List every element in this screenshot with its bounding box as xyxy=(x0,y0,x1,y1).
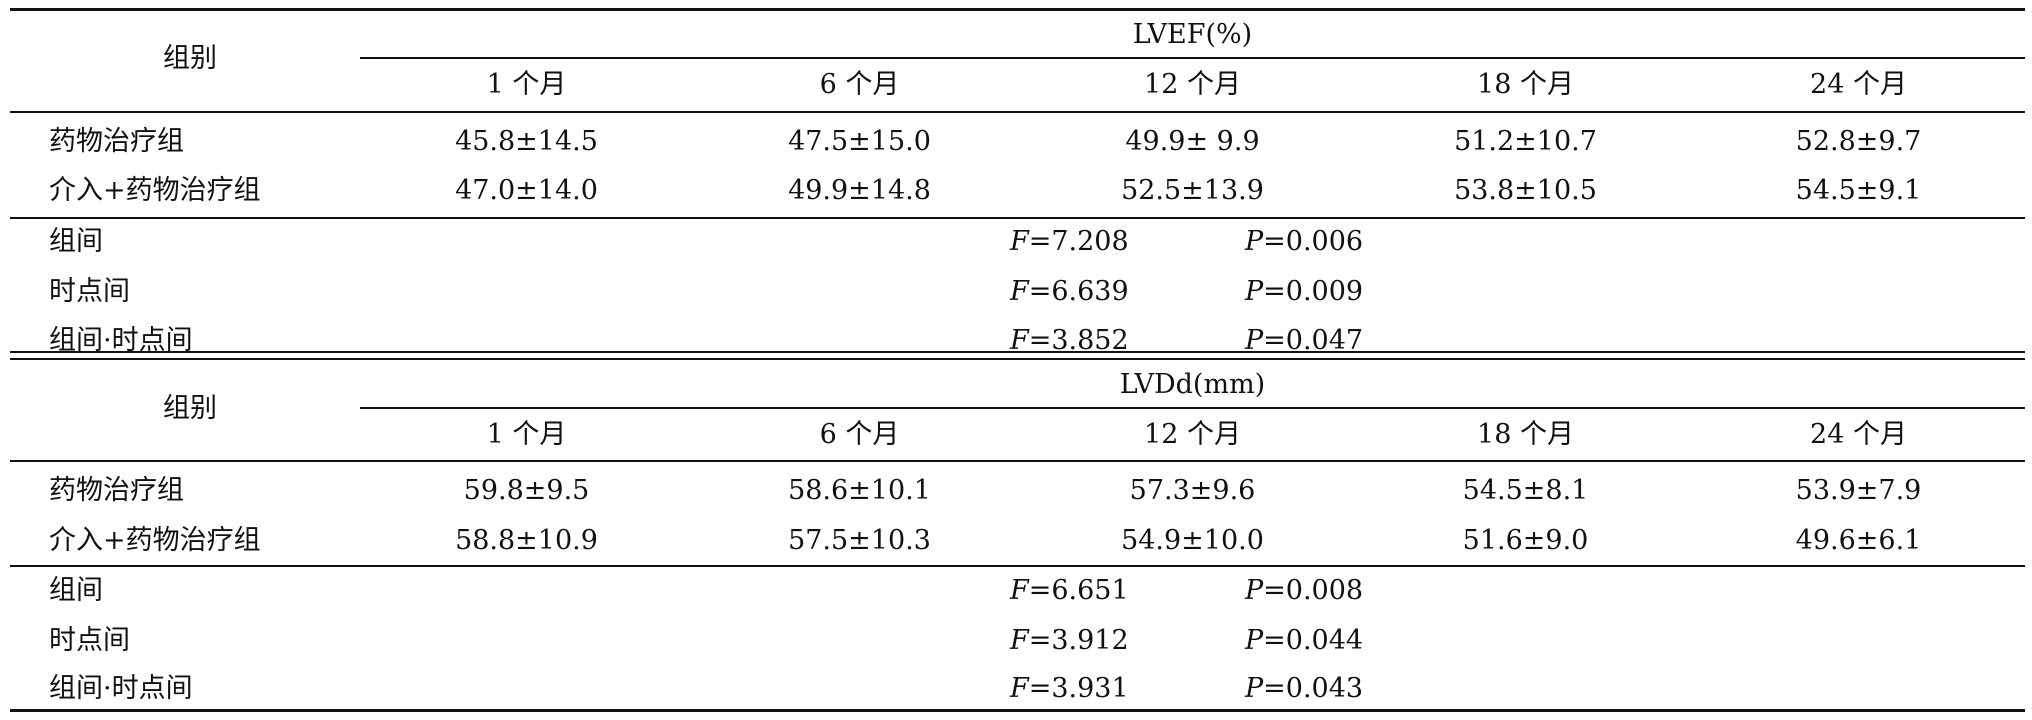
row-label: 介入+药物治疗组 xyxy=(49,175,261,206)
month-header: 24 个月 xyxy=(1810,69,1907,100)
data-cell: 45.8±14.5 xyxy=(455,126,598,157)
row-label: 药物治疗组 xyxy=(49,126,184,157)
month-header: 18 个月 xyxy=(1477,419,1574,450)
data-cell: 49.9± 9.9 xyxy=(1125,126,1260,157)
p-value: P=0.044 xyxy=(1245,625,1364,656)
data-rule xyxy=(10,565,2025,567)
data-cell: 57.3±9.6 xyxy=(1129,475,1256,506)
f-statistic: F=6.639 xyxy=(1010,276,1129,307)
table-bottom-rule xyxy=(10,709,2025,712)
stat-label: 组间·时点间 xyxy=(49,325,193,356)
data-cell: 54.9±10.0 xyxy=(1121,525,1264,556)
group-column-header: 组别 xyxy=(163,43,217,74)
month-header: 12 个月 xyxy=(1144,419,1241,450)
p-value: P=0.043 xyxy=(1245,673,1364,704)
stat-label: 时点间 xyxy=(49,276,130,307)
data-cell: 52.5±13.9 xyxy=(1121,175,1264,206)
stat-label: 时点间 xyxy=(49,625,130,656)
measure-underline xyxy=(360,57,2025,59)
data-cell: 52.8±9.7 xyxy=(1795,126,1922,157)
stat-label: 组间 xyxy=(49,575,103,606)
month-header: 12 个月 xyxy=(1144,69,1241,100)
measure-title: LVDd(mm) xyxy=(1119,369,1266,400)
group-column-header: 组别 xyxy=(163,393,217,424)
data-cell: 49.6±6.1 xyxy=(1795,525,1922,556)
f-statistic: F=3.912 xyxy=(1010,625,1129,656)
data-cell: 54.5±8.1 xyxy=(1462,475,1589,506)
p-value: P=0.047 xyxy=(1245,325,1364,356)
month-header: 18 个月 xyxy=(1477,69,1574,100)
measure-title: LVEF(%) xyxy=(1132,19,1253,50)
data-cell: 59.8±9.5 xyxy=(463,475,590,506)
data-cell: 54.5±9.1 xyxy=(1795,175,1922,206)
header-rule xyxy=(10,460,2025,462)
data-cell: 57.5±10.3 xyxy=(788,525,931,556)
header-rule xyxy=(10,111,2025,113)
results-table: 组别 LVEF(%) 1 个月 6 个月 12 个月 18 个月 24 个月 药… xyxy=(10,8,2025,713)
p-value: P=0.008 xyxy=(1245,575,1364,606)
data-cell: 47.5±15.0 xyxy=(788,126,931,157)
month-header: 6 个月 xyxy=(819,69,900,100)
month-header: 6 个月 xyxy=(819,419,900,450)
f-statistic: F=7.208 xyxy=(1010,226,1129,257)
f-statistic: F=3.931 xyxy=(1010,673,1129,704)
stat-label: 组间·时点间 xyxy=(49,673,193,704)
data-rule xyxy=(10,217,2025,219)
p-value: P=0.006 xyxy=(1245,226,1364,257)
row-label: 介入+药物治疗组 xyxy=(49,525,261,556)
table-top-rule xyxy=(10,8,2025,11)
f-statistic: F=6.651 xyxy=(1010,575,1129,606)
month-header: 1 个月 xyxy=(486,69,567,100)
section-divider-rule xyxy=(10,351,2025,353)
data-cell: 58.8±10.9 xyxy=(455,525,598,556)
data-cell: 53.8±10.5 xyxy=(1454,175,1597,206)
stat-label: 组间 xyxy=(49,226,103,257)
data-cell: 51.6±9.0 xyxy=(1462,525,1589,556)
measure-underline xyxy=(360,407,2025,409)
data-cell: 51.2±10.7 xyxy=(1454,126,1597,157)
row-label: 药物治疗组 xyxy=(49,475,184,506)
f-statistic: F=3.852 xyxy=(1010,325,1129,356)
data-cell: 49.9±14.8 xyxy=(788,175,931,206)
data-cell: 58.6±10.1 xyxy=(788,475,931,506)
month-header: 24 个月 xyxy=(1810,419,1907,450)
data-cell: 53.9±7.9 xyxy=(1795,475,1922,506)
section-divider-rule xyxy=(10,358,2025,360)
data-cell: 47.0±14.0 xyxy=(455,175,598,206)
month-header: 1 个月 xyxy=(486,419,567,450)
p-value: P=0.009 xyxy=(1245,276,1364,307)
